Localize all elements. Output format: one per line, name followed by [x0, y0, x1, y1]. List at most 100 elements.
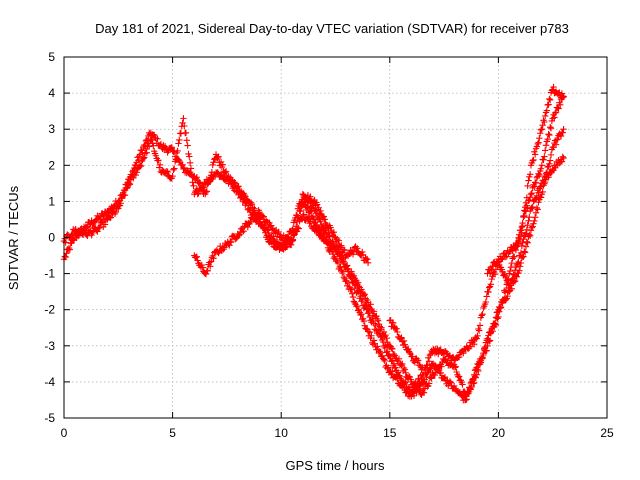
data-point-sample	[446, 378, 454, 385]
data-point-sample	[545, 131, 552, 138]
data-point	[169, 172, 176, 180]
data-point-sample	[547, 151, 555, 159]
data-point-sample	[199, 264, 206, 271]
data-point-sample	[524, 182, 531, 190]
data-point-sample	[323, 234, 330, 241]
data-point-sample	[150, 142, 157, 149]
data-point-sample	[389, 368, 396, 375]
data-point-sample	[176, 136, 183, 144]
data-point-sample	[309, 213, 317, 220]
data-point-sample	[526, 214, 533, 221]
data-point-sample	[355, 283, 363, 290]
data-point-sample	[463, 396, 470, 403]
data-point-sample	[415, 357, 422, 364]
data-point-sample	[214, 154, 221, 162]
data-point-sample	[390, 350, 398, 358]
data-point-sample	[151, 131, 158, 139]
data-point-sample	[313, 226, 321, 233]
data-point-sample	[179, 161, 186, 169]
data-point-sample	[501, 272, 509, 279]
data-point-sample	[420, 372, 427, 379]
data-point-sample	[479, 311, 486, 318]
data-point-sample	[155, 157, 162, 164]
data-point-sample	[172, 156, 180, 163]
data-point-sample	[335, 237, 343, 244]
data-point-sample	[492, 314, 500, 321]
data-point-sample	[402, 378, 409, 386]
data-point-sample	[509, 255, 516, 262]
data-point-sample	[313, 201, 321, 208]
data-point-sample	[222, 169, 229, 176]
data-point-sample	[338, 242, 345, 249]
data-point-sample	[251, 205, 258, 212]
data-point-sample	[170, 166, 177, 173]
data-point-sample	[455, 353, 463, 361]
data-point-sample	[179, 119, 186, 127]
data-point-sample	[491, 270, 499, 278]
data-point-sample	[521, 231, 529, 239]
data-point-sample	[307, 193, 314, 200]
data-point-sample	[181, 122, 188, 130]
data-point-sample	[284, 233, 292, 241]
data-point-sample	[306, 208, 313, 216]
data-point-sample	[518, 223, 525, 231]
data-point-sample	[260, 213, 267, 220]
data-point-sample	[508, 259, 515, 267]
data-point	[256, 209, 263, 216]
data-point-sample	[555, 105, 562, 112]
data-point	[364, 259, 372, 266]
data-point-sample	[476, 322, 484, 329]
data-point-sample	[368, 332, 375, 339]
data-point	[180, 115, 187, 122]
data-point-sample	[133, 169, 140, 176]
y-tick-label: 0	[48, 231, 55, 245]
data-point-sample	[357, 292, 364, 300]
data-point	[484, 342, 491, 349]
data-point-sample	[507, 280, 515, 287]
data-point-sample	[485, 288, 492, 296]
data-point-sample	[330, 229, 338, 236]
data-point-sample	[438, 363, 445, 370]
data-point-sample	[66, 246, 74, 253]
data-point-sample	[203, 188, 211, 195]
data-point-sample	[487, 281, 495, 288]
data-point	[527, 190, 535, 198]
data-point-sample	[541, 147, 549, 154]
data-point-sample	[557, 132, 565, 140]
data-point-sample	[509, 247, 516, 255]
data-point-sample	[156, 164, 163, 171]
y-tick-label: 2	[48, 158, 55, 172]
data-point-sample	[502, 273, 510, 281]
y-tick-label: -3	[44, 339, 55, 353]
data-point-sample	[210, 255, 217, 262]
data-point-sample	[140, 155, 147, 162]
data-point-sample	[236, 187, 243, 195]
data-point-sample	[486, 284, 493, 291]
data-point-sample	[232, 182, 239, 189]
data-point-sample	[89, 229, 96, 237]
data-point-sample	[388, 344, 395, 352]
data-point-sample	[370, 308, 378, 315]
data-point-sample	[523, 226, 531, 234]
data-point-sample	[532, 195, 540, 202]
data-point-sample	[435, 350, 442, 358]
data-point-sample	[385, 352, 393, 359]
data-point-sample	[168, 144, 175, 151]
data-point-sample	[219, 161, 226, 168]
data-point-sample	[343, 265, 351, 272]
data-point	[473, 335, 480, 342]
data-point-sample	[546, 157, 554, 164]
data-point-sample	[530, 220, 537, 227]
data-point-sample	[117, 200, 125, 207]
y-tick-label: -4	[44, 375, 55, 389]
data-point-sample	[146, 143, 153, 150]
data-point-sample	[511, 253, 518, 261]
x-tick-label: 0	[61, 426, 68, 440]
data-point	[560, 126, 567, 133]
data-point-sample	[546, 95, 553, 103]
data-point-sample	[455, 373, 463, 380]
data-point-sample	[132, 171, 140, 179]
data-point-sample	[294, 224, 302, 231]
data-point-sample	[398, 334, 405, 341]
data-point-sample	[488, 266, 495, 274]
